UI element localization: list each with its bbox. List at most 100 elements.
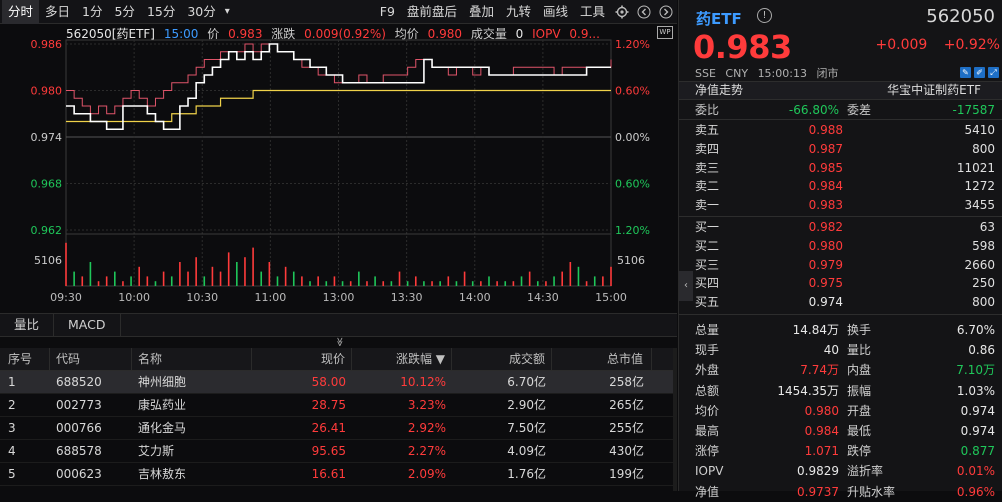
col-price[interactable]: 现价 bbox=[252, 347, 352, 371]
volume-bar bbox=[398, 271, 401, 286]
volume-bar bbox=[593, 276, 596, 286]
cell-price: 26.41 bbox=[311, 420, 346, 435]
chart-iopv: 0.9... bbox=[569, 27, 600, 41]
ask-row[interactable]: 卖三 0.985 11021 bbox=[679, 159, 1002, 178]
tab-1min[interactable]: 1分 bbox=[82, 3, 103, 19]
nav-trend-label[interactable]: 净值走势 bbox=[695, 83, 744, 97]
table-row[interactable]: 1 688520 神州细胞 58.00 10.12% 6.70亿 258亿 bbox=[0, 371, 677, 394]
ask-row[interactable]: 卖四 0.987 800 bbox=[679, 140, 1002, 159]
table-header: 序号 代码 名称 现价 涨跌幅 ▼ 成交额 总市值 bbox=[0, 347, 677, 371]
bid-row[interactable]: 买三 0.979 2660 bbox=[679, 256, 1002, 275]
tab-multi-day[interactable]: 多日 bbox=[45, 3, 71, 19]
nine-turn-button[interactable]: 九转 bbox=[505, 3, 531, 19]
period-toolbar: 分时 多日 1分 5分 15分 30分 ▾ F9 盘前盘后 叠加 九转 画线 工… bbox=[0, 0, 677, 24]
stat-row: 外盘 7.74万 内盘 7.10万 bbox=[679, 360, 1002, 380]
tab-macd[interactable]: MACD bbox=[54, 314, 121, 336]
ask-price: 0.988 bbox=[808, 123, 843, 137]
volume-bar bbox=[439, 281, 441, 286]
stat-label: 均价 bbox=[695, 403, 720, 418]
cell-code: 688578 bbox=[56, 443, 102, 458]
volume-bar bbox=[195, 257, 197, 286]
table-row[interactable]: 2 002773 康弘药业 28.75 3.23% 2.90亿 265亿 bbox=[0, 394, 677, 417]
quote-time: 15:00:13 bbox=[757, 67, 807, 80]
bid-row[interactable]: 买一 0.982 63 bbox=[679, 218, 1002, 237]
table-row[interactable]: 3 000766 通化金马 26.41 2.92% 7.50亿 255亿 bbox=[0, 417, 677, 440]
bid-label: 买一 bbox=[695, 220, 720, 234]
tab-15min[interactable]: 15分 bbox=[146, 3, 176, 19]
bid-label: 买三 bbox=[695, 257, 720, 272]
volume-bar bbox=[341, 281, 344, 286]
volume-bar bbox=[374, 276, 376, 286]
stat-row: 均价 0.980 开盘 0.974 bbox=[679, 401, 1002, 421]
quote-panel: 药ETF ! 562050 0.983 +0.009 +0.92% SSE CN… bbox=[678, 0, 1002, 499]
chart-price: 0.983 bbox=[228, 27, 263, 41]
ask-row[interactable]: 卖二 0.984 1272 bbox=[679, 177, 1002, 196]
pre-post-market-button[interactable]: 盘前盘后 bbox=[406, 3, 457, 19]
bid-volume: 800 bbox=[972, 295, 995, 310]
volume-bar bbox=[520, 276, 523, 286]
col-turnover[interactable]: 成交额 bbox=[452, 347, 552, 371]
volume-bar bbox=[114, 271, 116, 286]
cell-turnover: 2.90亿 bbox=[507, 397, 546, 412]
col-market-cap[interactable]: 总市值 bbox=[552, 347, 652, 371]
stat-row: 涨停 1.071 跌停 0.877 bbox=[679, 441, 1002, 461]
tab-volume-ratio[interactable]: 量比 bbox=[0, 314, 55, 336]
previous-arrow-icon[interactable] bbox=[633, 0, 655, 24]
col-index[interactable]: 序号 bbox=[0, 347, 50, 371]
volume-bar bbox=[81, 276, 84, 286]
chart-panel: 分时 多日 1分 5分 15分 30分 ▾ F9 盘前盘后 叠加 九转 画线 工… bbox=[0, 0, 677, 491]
link-icon[interactable]: ⤢ bbox=[988, 67, 999, 78]
pen-icon[interactable]: ✐ bbox=[974, 67, 985, 78]
settings-gear-icon[interactable] bbox=[611, 0, 633, 24]
next-arrow-icon[interactable] bbox=[655, 0, 677, 24]
table-row[interactable]: 5 000623 吉林敖东 16.61 2.09% 1.76亿 199亿 bbox=[0, 463, 677, 486]
col-name[interactable]: 名称 bbox=[132, 347, 252, 371]
table-body: 1 688520 神州细胞 58.00 10.12% 6.70亿 258亿 2 002773 康弘… bbox=[0, 371, 677, 486]
col-change-pct[interactable]: 涨跌幅 ▼ bbox=[352, 347, 452, 371]
info-icon[interactable]: ! bbox=[757, 8, 772, 23]
bid-volume: 250 bbox=[972, 276, 995, 291]
fund-name[interactable]: 药ETF bbox=[696, 10, 742, 28]
x-tick-label: 13:00 bbox=[323, 291, 355, 304]
ask-row[interactable]: 卖一 0.983 3455 bbox=[679, 196, 1002, 215]
bid-price: 0.980 bbox=[808, 238, 843, 253]
ask-label: 卖三 bbox=[695, 160, 720, 175]
bid-row[interactable]: 买四 0.975 250 bbox=[679, 274, 1002, 293]
volume-bar bbox=[602, 276, 604, 286]
cell-change-pct: 2.92% bbox=[407, 420, 446, 435]
side-expand-tab[interactable]: ‹ bbox=[679, 271, 693, 301]
bid-price: 0.975 bbox=[808, 276, 843, 291]
stock-table: 序号 代码 名称 现价 涨跌幅 ▼ 成交额 总市值 1 688520 神州细胞 58.… bbox=[0, 347, 677, 486]
quote-meta: SSE CNY 15:00:13 闭市 bbox=[695, 65, 844, 81]
draw-line-button[interactable]: 画线 bbox=[542, 3, 568, 19]
nav-trend-bar[interactable]: 净值走势 华宝中证制药ETF bbox=[679, 81, 1002, 100]
col-code[interactable]: 代码 bbox=[50, 347, 132, 371]
tab-intraday[interactable]: 分时 bbox=[2, 0, 40, 24]
edit-icon[interactable]: ✎ bbox=[960, 67, 971, 78]
y-pct-tick-label: 0.60% bbox=[615, 178, 650, 191]
period-dropdown[interactable]: ▾ bbox=[224, 5, 230, 17]
ask-volume: 5410 bbox=[964, 123, 995, 137]
price-line bbox=[66, 43, 611, 131]
ask-row[interactable]: 卖五 0.988 5410 bbox=[679, 121, 1002, 140]
exchange: SSE bbox=[695, 67, 716, 80]
overlay-button[interactable]: 叠加 bbox=[468, 3, 494, 19]
bid-price: 0.979 bbox=[808, 257, 843, 272]
tab-5min[interactable]: 5分 bbox=[114, 3, 135, 19]
volume-bar bbox=[89, 262, 92, 286]
table-row[interactable]: 4 688578 艾力斯 95.65 2.27% 4.09亿 430亿 bbox=[0, 440, 677, 463]
volume-bar bbox=[65, 242, 67, 286]
volume-bar bbox=[496, 281, 498, 286]
wp-icon[interactable]: WP bbox=[657, 26, 673, 39]
bid-row[interactable]: 买二 0.980 598 bbox=[679, 237, 1002, 256]
tracked-index-name[interactable]: 华宝中证制药ETF bbox=[887, 83, 981, 97]
f9-button[interactable]: F9 bbox=[379, 3, 395, 19]
tools-button[interactable]: 工具 bbox=[579, 3, 605, 19]
tab-30min[interactable]: 30分 bbox=[187, 3, 216, 19]
table-scrollbar[interactable] bbox=[673, 348, 677, 491]
bid-row[interactable]: 买五 0.974 800 bbox=[679, 293, 1002, 312]
ask-label: 卖二 bbox=[695, 179, 720, 194]
cell-code: 000623 bbox=[56, 466, 102, 481]
market-status: 闭市 bbox=[816, 67, 839, 80]
stat-label: 量比 bbox=[847, 343, 872, 358]
